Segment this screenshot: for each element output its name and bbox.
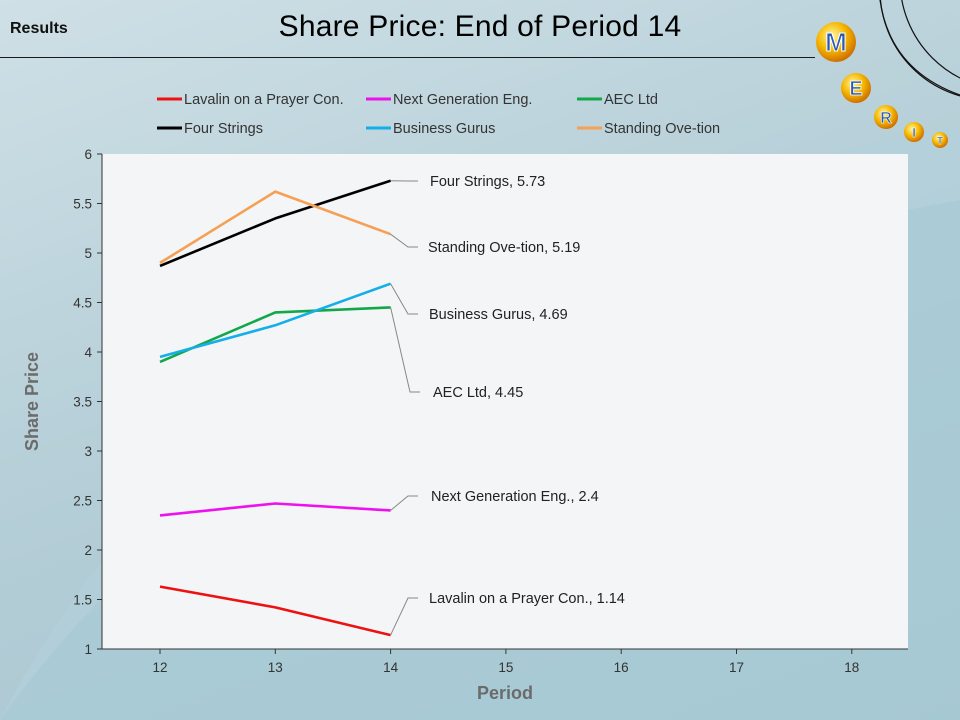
- x-tick-label: 14: [383, 660, 399, 675]
- legend-item-label: Next Generation Eng.: [393, 92, 532, 108]
- x-tick-label: 17: [729, 660, 744, 675]
- y-axis-title: Share Price: [22, 352, 42, 451]
- legend-item-label: AEC Ltd: [604, 92, 658, 108]
- data-label-leader: [390, 495, 418, 511]
- y-tick-label: 6: [84, 147, 92, 162]
- logo-ball-e: E: [841, 73, 871, 103]
- x-axis-title: Period: [477, 683, 533, 703]
- logo-letter: M: [825, 27, 847, 57]
- legend-item-label: Business Gurus: [393, 121, 495, 137]
- y-tick-label: 3: [84, 444, 92, 459]
- data-label-leader: [390, 597, 418, 636]
- x-tick-label: 15: [498, 660, 513, 675]
- logo-letter: T: [937, 136, 943, 147]
- plot-area: [102, 154, 908, 649]
- logo-ball-r: R: [874, 105, 898, 129]
- data-label-leader: [390, 233, 418, 248]
- logo-ball-m: M: [816, 22, 856, 62]
- data-label: Four Strings, 5.73: [430, 174, 545, 190]
- y-tick-label: 1.5: [73, 593, 92, 608]
- logo-ball-t: T: [932, 132, 948, 148]
- x-tick-label: 16: [614, 660, 629, 675]
- title-divider: [0, 57, 815, 58]
- section-label: Results: [10, 20, 68, 37]
- legend-item-label: Lavalin on a Prayer Con.: [184, 92, 344, 108]
- data-label-leader: [390, 283, 418, 315]
- data-label-leader: [390, 307, 420, 393]
- y-tick-label: 4: [84, 345, 92, 360]
- x-tick-label: 18: [844, 660, 859, 675]
- x-tick-label: 13: [268, 660, 283, 675]
- logo-letter: E: [849, 78, 862, 100]
- data-label: AEC Ltd, 4.45: [433, 385, 523, 401]
- data-label: Business Gurus, 4.69: [429, 307, 568, 323]
- y-tick-label: 3.5: [73, 395, 92, 410]
- series-line: [159, 282, 392, 359]
- y-tick-label: 2.5: [73, 494, 92, 509]
- y-tick-label: 5.5: [73, 197, 92, 212]
- data-label: Lavalin on a Prayer Con., 1.14: [429, 591, 625, 607]
- y-tick-label: 1: [84, 642, 92, 657]
- y-tick-label: 2: [84, 543, 92, 558]
- logo-letter: R: [880, 110, 892, 127]
- chart-legend: Lavalin on a Prayer Con. Next Generation …: [157, 92, 720, 137]
- y-tick-label: 5: [84, 246, 92, 261]
- series-line: [159, 179, 392, 268]
- page-title: Share Price: End of Period 14: [278, 10, 682, 43]
- legend-item-label: Four Strings: [184, 121, 263, 137]
- logo-letter: I: [912, 125, 916, 140]
- logo-ball-i: I: [904, 122, 924, 142]
- series-line: [159, 190, 392, 265]
- merit-logo: M E R I T: [816, 22, 948, 148]
- y-tick-label: 4.5: [73, 296, 92, 311]
- legend-item-label: Standing Ove-tion: [604, 121, 720, 137]
- series-line: [159, 585, 391, 637]
- series-line: [159, 502, 391, 517]
- data-label: Next Generation Eng., 2.4: [431, 489, 599, 505]
- x-tick-label: 12: [152, 660, 167, 675]
- data-label: Standing Ove-tion, 5.19: [428, 240, 580, 256]
